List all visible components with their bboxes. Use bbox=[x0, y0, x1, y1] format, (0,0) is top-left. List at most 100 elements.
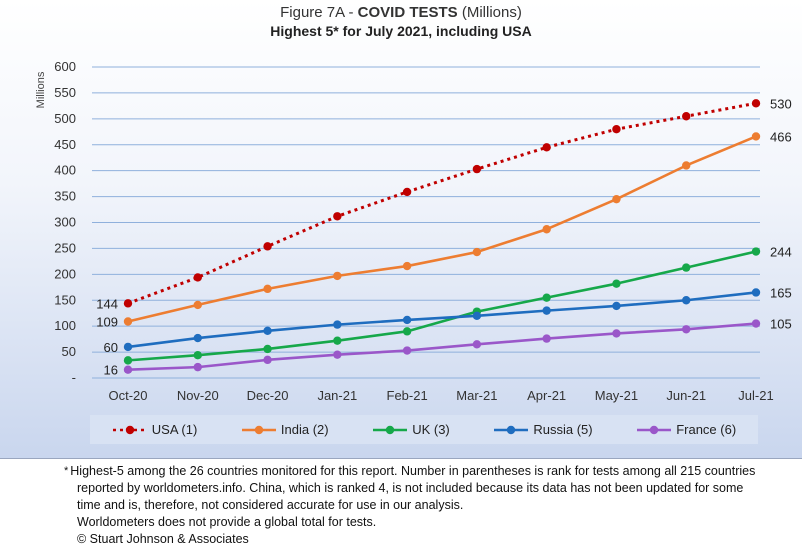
y-tick-label: 350 bbox=[54, 189, 76, 204]
series-line bbox=[127, 291, 757, 349]
data-point bbox=[263, 344, 272, 354]
legend-item: Russia (5) bbox=[493, 422, 593, 437]
footnote-line-3: time and is, therefore, not considered a… bbox=[77, 498, 464, 512]
data-point bbox=[402, 261, 412, 271]
data-point bbox=[263, 284, 272, 294]
series-russia-5: 60 165 bbox=[104, 285, 792, 354]
data-point bbox=[333, 271, 342, 281]
footnote-star: * bbox=[64, 465, 69, 477]
data-label-end: 165 bbox=[770, 285, 792, 300]
y-tick-label: 100 bbox=[54, 318, 76, 333]
data-point bbox=[123, 299, 133, 308]
data-point bbox=[193, 350, 202, 360]
x-tick-label: Jan-21 bbox=[317, 388, 357, 403]
data-point bbox=[402, 327, 412, 336]
legend-label: UK (3) bbox=[412, 422, 450, 437]
legend-swatch bbox=[494, 425, 529, 434]
legend-label: USA (1) bbox=[151, 422, 198, 437]
data-point bbox=[193, 300, 202, 310]
data-label-start: 109 bbox=[96, 315, 118, 330]
data-point bbox=[682, 112, 691, 121]
legend-item: UK (3) bbox=[372, 422, 450, 437]
y-tick-label: 200 bbox=[54, 266, 76, 281]
y-tick-label: 450 bbox=[54, 137, 76, 152]
data-label-end: 530 bbox=[770, 96, 792, 111]
data-point bbox=[751, 247, 761, 256]
gridlines bbox=[92, 66, 760, 379]
data-point bbox=[333, 350, 342, 359]
y-tick-label: 600 bbox=[54, 59, 76, 74]
data-point bbox=[402, 346, 412, 355]
legend-swatch bbox=[112, 425, 147, 434]
legend-item: France (6) bbox=[636, 422, 736, 437]
data-point bbox=[542, 143, 551, 152]
footnote-line-2: reported by worldometers.info. China, wh… bbox=[77, 481, 744, 495]
data-point bbox=[542, 293, 551, 302]
data-point bbox=[542, 306, 551, 315]
data-label-end: 244 bbox=[770, 245, 792, 260]
data-point bbox=[123, 317, 133, 326]
legend-swatch bbox=[373, 425, 408, 434]
series-uk-3: 244 bbox=[123, 245, 792, 365]
x-tick-label: Nov-20 bbox=[177, 388, 219, 403]
x-tick-label: Mar-21 bbox=[456, 388, 497, 403]
data-point bbox=[472, 340, 482, 349]
data-point bbox=[612, 279, 621, 288]
data-point bbox=[472, 247, 482, 257]
series-line bbox=[127, 101, 757, 305]
data-point bbox=[263, 242, 272, 251]
data-point bbox=[751, 319, 761, 328]
y-tick-label: 500 bbox=[54, 111, 76, 126]
data-point bbox=[612, 194, 621, 204]
data-point bbox=[612, 329, 621, 338]
data-point bbox=[542, 334, 551, 343]
y-tick-label: 550 bbox=[54, 85, 76, 100]
data-point bbox=[472, 311, 482, 320]
legend-label: France (6) bbox=[676, 422, 737, 437]
data-point bbox=[682, 161, 691, 170]
x-axis-ticks: Oct-20 Nov-20 Dec-20 Jan-21 Feb-21 Mar-21 Apr-… bbox=[108, 388, 773, 403]
series-india-2: 109 466 bbox=[96, 129, 791, 329]
chart-subtitle: Highest 5* for July 2021, including USA bbox=[270, 23, 532, 39]
line-chart: - 50 100 150 200 250 300 350 400 450 500 550 600 Oct… bbox=[35, 59, 792, 403]
data-point bbox=[402, 315, 412, 325]
chart-title: Figure 7A - COVID TESTS (Millions) bbox=[280, 4, 522, 21]
data-label-end: 105 bbox=[770, 317, 792, 332]
data-point bbox=[682, 263, 691, 272]
legend-label: India (2) bbox=[280, 422, 329, 437]
data-point bbox=[193, 362, 202, 372]
legend-label: Russia (5) bbox=[533, 422, 593, 437]
data-point bbox=[402, 187, 412, 197]
y-axis-ticks: - 50 100 150 200 250 300 350 400 450 500 550 600 bbox=[54, 59, 76, 385]
x-tick-label: Oct-20 bbox=[108, 388, 147, 403]
series-line bbox=[127, 250, 757, 362]
chart-panel: Figure 7A - COVID TESTS (Millions) Highe… bbox=[0, 0, 802, 459]
y-tick-label: 150 bbox=[54, 292, 76, 307]
data-point bbox=[682, 296, 691, 305]
series-france-6: 16 105 bbox=[104, 317, 792, 378]
footnote-line-4: Worldometers does not provide a global t… bbox=[77, 515, 377, 529]
data-point bbox=[472, 164, 482, 174]
x-tick-label: Jun-21 bbox=[666, 388, 706, 403]
y-tick-label: 300 bbox=[54, 215, 76, 230]
legend-item: India (2) bbox=[241, 422, 329, 437]
data-point bbox=[542, 225, 551, 234]
series-line bbox=[127, 322, 757, 372]
data-point bbox=[193, 273, 202, 282]
data-label-start: 60 bbox=[104, 340, 118, 355]
data-point bbox=[612, 301, 621, 311]
data-point bbox=[263, 326, 272, 336]
legend-swatch bbox=[241, 425, 276, 434]
x-tick-label: Apr-21 bbox=[527, 388, 566, 403]
y-tick-label: 50 bbox=[62, 344, 76, 359]
data-label-start: 16 bbox=[104, 363, 118, 378]
x-tick-label: Dec-20 bbox=[247, 388, 289, 403]
x-tick-label: Feb-21 bbox=[387, 388, 428, 403]
x-tick-label: May-21 bbox=[595, 388, 638, 403]
data-point bbox=[682, 325, 691, 334]
legend-item: USA (1) bbox=[112, 422, 198, 437]
data-point bbox=[123, 342, 133, 352]
y-tick-label: 250 bbox=[54, 240, 76, 255]
data-point bbox=[333, 336, 342, 345]
data-point bbox=[123, 356, 133, 365]
